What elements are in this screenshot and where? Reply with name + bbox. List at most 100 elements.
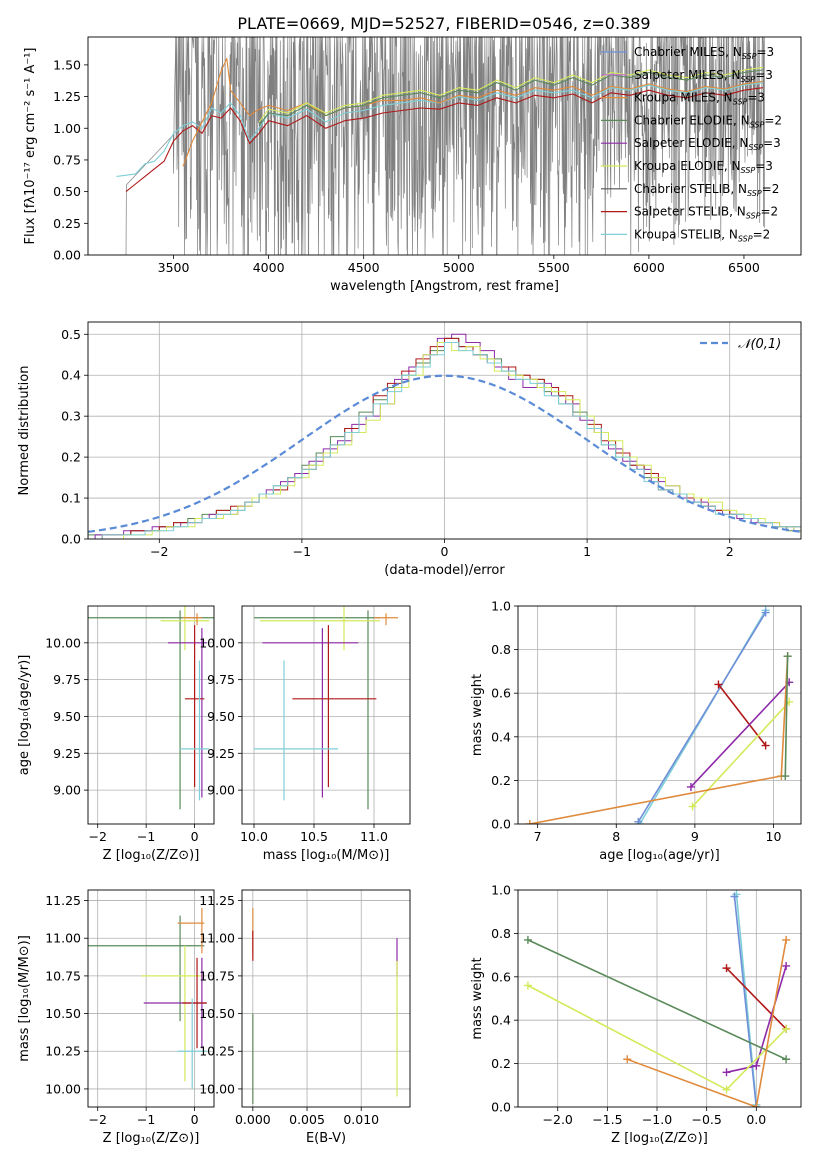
y-tick-label: 10.25 bbox=[199, 1044, 235, 1059]
axes-frame bbox=[87, 889, 215, 1108]
plus-marker bbox=[782, 1024, 791, 1033]
y-tick-label: 0.25 bbox=[53, 216, 81, 231]
x-tick-label: 4500 bbox=[348, 260, 380, 275]
x-tick-label: 0.000 bbox=[235, 1112, 271, 1127]
axes-frame bbox=[517, 605, 802, 825]
y-tick-label: 10.00 bbox=[199, 1081, 235, 1096]
y-tick-label: 0.3 bbox=[61, 409, 81, 424]
plus-marker bbox=[761, 741, 770, 750]
x-tick-label: 4000 bbox=[253, 260, 285, 275]
plus-marker bbox=[722, 1085, 731, 1094]
histogram-series bbox=[94, 333, 801, 539]
x-tick-label: 5000 bbox=[443, 260, 475, 275]
y-axis-label: Flux [fλ10⁻¹⁷ erg cm⁻² s⁻¹ A⁻¹] bbox=[23, 48, 38, 245]
y-tick-label: 1.0 bbox=[491, 883, 511, 898]
legend-entry: Chabrier ELODIE, NSSP=2 bbox=[634, 113, 782, 129]
plus-marker bbox=[525, 820, 534, 824]
panel-age_vs_mass: 10.0 10.5 11.0 9.00 9.25 9.50 9.75 10.00 mass [l… bbox=[199, 605, 411, 863]
x-tick-label: 7 bbox=[534, 829, 542, 844]
y-tick-label: 0.8 bbox=[491, 642, 511, 657]
weight-line bbox=[637, 612, 767, 823]
plus-marker bbox=[634, 817, 643, 824]
x-tick-label: 11.0 bbox=[360, 829, 388, 844]
legend-entry: Salpeter MILES, NSSP=3 bbox=[634, 68, 773, 84]
plus-marker bbox=[722, 1068, 731, 1077]
plot-area-age_vs_Z bbox=[88, 606, 214, 824]
y-tick-label: 11.25 bbox=[45, 893, 81, 908]
y-tick-label: 10.25 bbox=[45, 1044, 81, 1059]
weight-line bbox=[527, 939, 787, 1061]
y-tick-label: 9.25 bbox=[53, 746, 81, 761]
x-tick-label: 9 bbox=[691, 829, 699, 844]
axes-frame bbox=[87, 36, 802, 256]
plus-marker bbox=[782, 935, 791, 944]
x-tick-label: 10.5 bbox=[300, 829, 328, 844]
x-tick-label: 0.010 bbox=[343, 1112, 379, 1127]
panel-age_vs_Z: −2 −1 0 9.00 9.25 9.50 9.75 10.00 Z [log₁₀(Z/Z⊙)… bbox=[17, 605, 215, 863]
model-curve bbox=[182, 57, 764, 167]
histogram-series bbox=[88, 341, 801, 539]
x-tick-label: 10.0 bbox=[240, 829, 268, 844]
y-tick-label: 10.50 bbox=[199, 1006, 235, 1021]
y-tick-label: 0.2 bbox=[491, 1056, 511, 1071]
weight-line bbox=[626, 939, 787, 1107]
panel-weight_vs_Z: −2.0 −1.5 −1.0 −0.5 0.0 0.0 0.2 0.4 0.6 0.8 1.0 Z [… bbox=[470, 883, 802, 1146]
model-curve bbox=[116, 82, 764, 177]
x-tick-label: −2.0 bbox=[543, 1112, 573, 1127]
x-tick-label: −1.5 bbox=[592, 1112, 622, 1127]
legend-entry: Kroupa MILES, NSSP=3 bbox=[634, 91, 765, 107]
y-tick-label: 10.00 bbox=[45, 635, 81, 650]
x-axis-label: Z [log₁₀(Z/Z⊙)] bbox=[103, 1131, 200, 1146]
gaussian-curve bbox=[88, 374, 801, 533]
x-axis-label: age [log₁₀(age/yr)] bbox=[599, 848, 720, 863]
x-tick-label: 6500 bbox=[728, 260, 760, 275]
y-tick-label: 0.4 bbox=[491, 729, 511, 744]
plus-marker bbox=[686, 782, 695, 791]
plus-marker bbox=[722, 964, 731, 973]
panel-mass_vs_EBV: 0.000 0.005 0.010 10.00 10.25 10.50 10.75 11.00… bbox=[199, 889, 411, 1146]
legend-entry: Kroupa STELIB, NSSP=2 bbox=[634, 227, 770, 243]
y-tick-label: 0.0 bbox=[491, 817, 511, 832]
legend-entry: Chabrier MILES, NSSP=3 bbox=[634, 45, 774, 61]
y-tick-label: 0.4 bbox=[491, 1013, 511, 1028]
panel-mass_vs_Z: −2 −1 0 10.00 10.25 10.50 10.75 11.00 11.25 Z [lo… bbox=[17, 889, 215, 1146]
x-tick-label: 2 bbox=[726, 544, 734, 559]
plot-area-mass_vs_Z bbox=[88, 890, 214, 1107]
x-tick-label: 6000 bbox=[633, 260, 665, 275]
y-tick-label: 11.00 bbox=[45, 931, 81, 946]
plot-area-weight_vs_Z bbox=[518, 890, 801, 1107]
y-tick-label: 11.25 bbox=[199, 893, 235, 908]
y-tick-label: 0.0 bbox=[491, 1100, 511, 1115]
weight-line bbox=[733, 896, 758, 1107]
axes-frame bbox=[87, 321, 802, 540]
y-tick-label: 0.2 bbox=[61, 450, 81, 465]
plus-marker bbox=[783, 652, 792, 661]
y-tick-label: 10.75 bbox=[199, 968, 235, 983]
observed-spectrum bbox=[118, 37, 766, 255]
y-tick-label: 0.00 bbox=[53, 248, 81, 263]
x-tick-label: 0 bbox=[191, 829, 199, 844]
plus-marker bbox=[523, 981, 532, 990]
x-tick-label: −1 bbox=[293, 544, 311, 559]
panel-weight_vs_age: 7 8 9 10 0.0 0.2 0.4 0.6 0.8 1.0 age [log₁₀(age/yr… bbox=[470, 599, 802, 863]
y-tick-label: 9.00 bbox=[53, 783, 81, 798]
x-tick-label: 0.0 bbox=[746, 1112, 766, 1127]
y-axis-label: age [log₁₀(age/yr)] bbox=[17, 655, 32, 776]
x-tick-label: 5500 bbox=[538, 260, 570, 275]
y-tick-label: 0.6 bbox=[491, 686, 511, 701]
plus-marker bbox=[752, 1061, 761, 1070]
y-tick-label: 9.00 bbox=[207, 783, 235, 798]
x-tick-label: 0 bbox=[441, 544, 449, 559]
plus-marker bbox=[761, 608, 770, 617]
y-tick-label: 0.75 bbox=[53, 152, 81, 167]
plus-marker bbox=[730, 892, 739, 901]
y-tick-label: 9.25 bbox=[207, 746, 235, 761]
y-tick-label: 1.25 bbox=[53, 89, 81, 104]
x-tick-label: −1 bbox=[137, 829, 155, 844]
x-axis-label: mass [log₁₀(M/M⊙)] bbox=[263, 848, 390, 863]
y-axis-label: mass weight bbox=[470, 957, 485, 1039]
plot-area-residuals bbox=[88, 322, 801, 539]
figure-title: PLATE=0669, MJD=52527, FIBERID=0546, z=0… bbox=[237, 14, 650, 33]
x-tick-label: −0.5 bbox=[691, 1112, 721, 1127]
y-tick-label: 10.75 bbox=[45, 968, 81, 983]
